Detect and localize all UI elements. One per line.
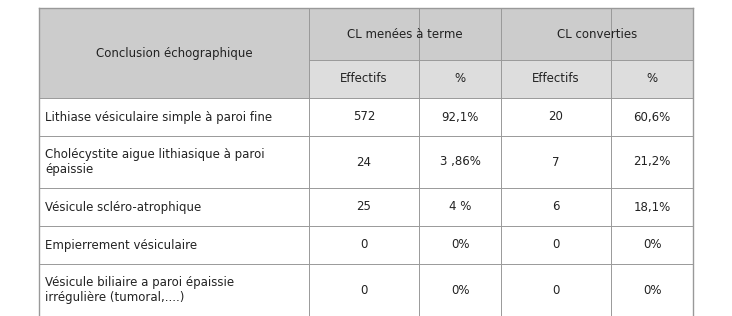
Text: 4 %: 4 % [449, 200, 471, 214]
Bar [611, 98, 693, 136]
Text: Cholécystite aigue lithiasique à paroi
épaissie: Cholécystite aigue lithiasique à paroi é… [45, 148, 265, 176]
Bar [419, 188, 501, 226]
Bar [611, 136, 693, 188]
Text: Lithiase vésiculaire simple à paroi fine: Lithiase vésiculaire simple à paroi fine [45, 111, 272, 124]
Text: 572: 572 [353, 111, 376, 124]
Bar [501, 136, 611, 188]
Bar [419, 136, 501, 188]
Bar [309, 226, 419, 264]
Text: 0%: 0% [643, 283, 661, 296]
Text: 0: 0 [553, 239, 560, 252]
Bar [611, 60, 693, 98]
Text: Effectifs: Effectifs [340, 72, 388, 86]
Text: 20: 20 [548, 111, 564, 124]
Bar [611, 264, 693, 316]
Text: 0%: 0% [451, 239, 469, 252]
Bar [309, 188, 419, 226]
Bar [309, 60, 419, 98]
Bar [501, 60, 611, 98]
Text: Empierrement vésiculaire: Empierrement vésiculaire [45, 239, 197, 252]
Bar [419, 60, 501, 98]
Bar [501, 98, 611, 136]
Text: 6: 6 [552, 200, 560, 214]
Bar [39, 226, 309, 264]
Text: 0%: 0% [643, 239, 661, 252]
Bar [611, 226, 693, 264]
Text: Vésicule scléro-atrophique: Vésicule scléro-atrophique [45, 200, 201, 214]
Text: %: % [646, 72, 657, 86]
Text: %: % [455, 72, 466, 86]
Bar [39, 8, 309, 98]
Bar [309, 136, 419, 188]
Bar [39, 98, 309, 136]
Bar [39, 264, 309, 316]
Text: 25: 25 [356, 200, 371, 214]
Bar [501, 264, 611, 316]
Bar [309, 264, 419, 316]
Text: 18,1%: 18,1% [633, 200, 671, 214]
Bar [419, 226, 501, 264]
Text: 3 ,86%: 3 ,86% [439, 155, 480, 168]
Text: 0: 0 [360, 283, 367, 296]
Bar [419, 98, 501, 136]
Bar [309, 98, 419, 136]
Text: 24: 24 [356, 155, 372, 168]
Text: CL converties: CL converties [557, 27, 637, 40]
Bar [501, 226, 611, 264]
Bar [419, 264, 501, 316]
Text: 0: 0 [360, 239, 367, 252]
Bar [611, 188, 693, 226]
Text: Vésicule biliaire a paroi épaissie
irrégulière (tumoral,....): Vésicule biliaire a paroi épaissie irrég… [45, 276, 234, 304]
Bar [501, 8, 693, 60]
Text: 21,2%: 21,2% [633, 155, 671, 168]
Bar [501, 188, 611, 226]
Bar [309, 8, 501, 60]
Text: 60,6%: 60,6% [633, 111, 671, 124]
Bar [39, 188, 309, 226]
Text: 0%: 0% [451, 283, 469, 296]
Text: 0: 0 [553, 283, 560, 296]
Text: 7: 7 [552, 155, 560, 168]
Text: Conclusion échographique: Conclusion échographique [96, 46, 253, 59]
Text: Effectifs: Effectifs [532, 72, 580, 86]
Text: 92,1%: 92,1% [441, 111, 479, 124]
Text: CL menées à terme: CL menées à terme [347, 27, 463, 40]
Bar [39, 136, 309, 188]
